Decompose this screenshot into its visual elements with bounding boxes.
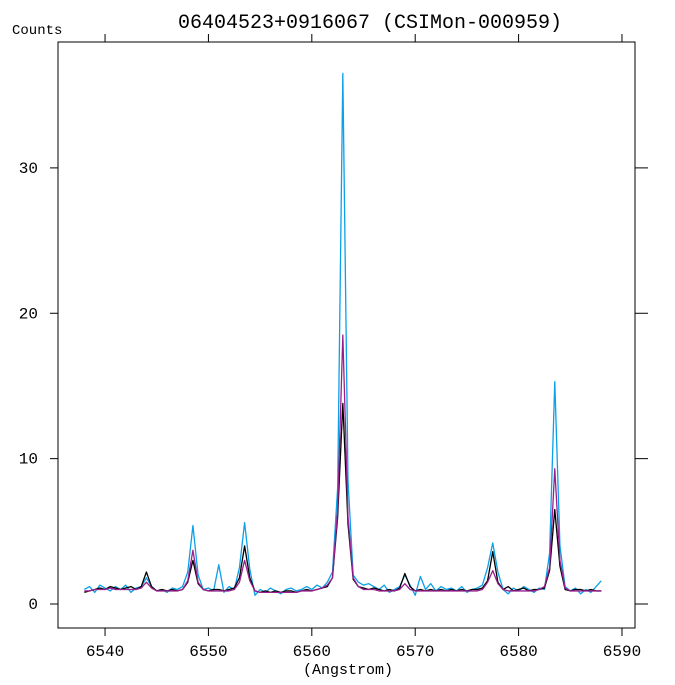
y-tick-label: 0 bbox=[28, 596, 38, 614]
chart-title: 06404523+0916067 (CSIMon-000959) bbox=[178, 12, 562, 35]
x-tick-label: 6540 bbox=[86, 643, 124, 661]
x-tick-label: 6550 bbox=[189, 643, 227, 661]
y-tick-label: 20 bbox=[19, 305, 38, 323]
y-axis-label: Counts bbox=[12, 23, 62, 39]
x-axis-label: (Angstrom) bbox=[303, 662, 393, 679]
y-tick-label: 30 bbox=[19, 160, 38, 178]
y-tick-label: 10 bbox=[19, 451, 38, 469]
plot-frame bbox=[57, 41, 636, 629]
x-tick-label: 6570 bbox=[396, 643, 434, 661]
x-tick-label: 6580 bbox=[499, 643, 537, 661]
spectrum-line bbox=[84, 402, 602, 594]
spectrum-line bbox=[84, 334, 602, 594]
spectrum-line bbox=[84, 72, 602, 596]
x-tick-label: 6590 bbox=[603, 643, 641, 661]
x-tick-label: 6560 bbox=[293, 643, 331, 661]
